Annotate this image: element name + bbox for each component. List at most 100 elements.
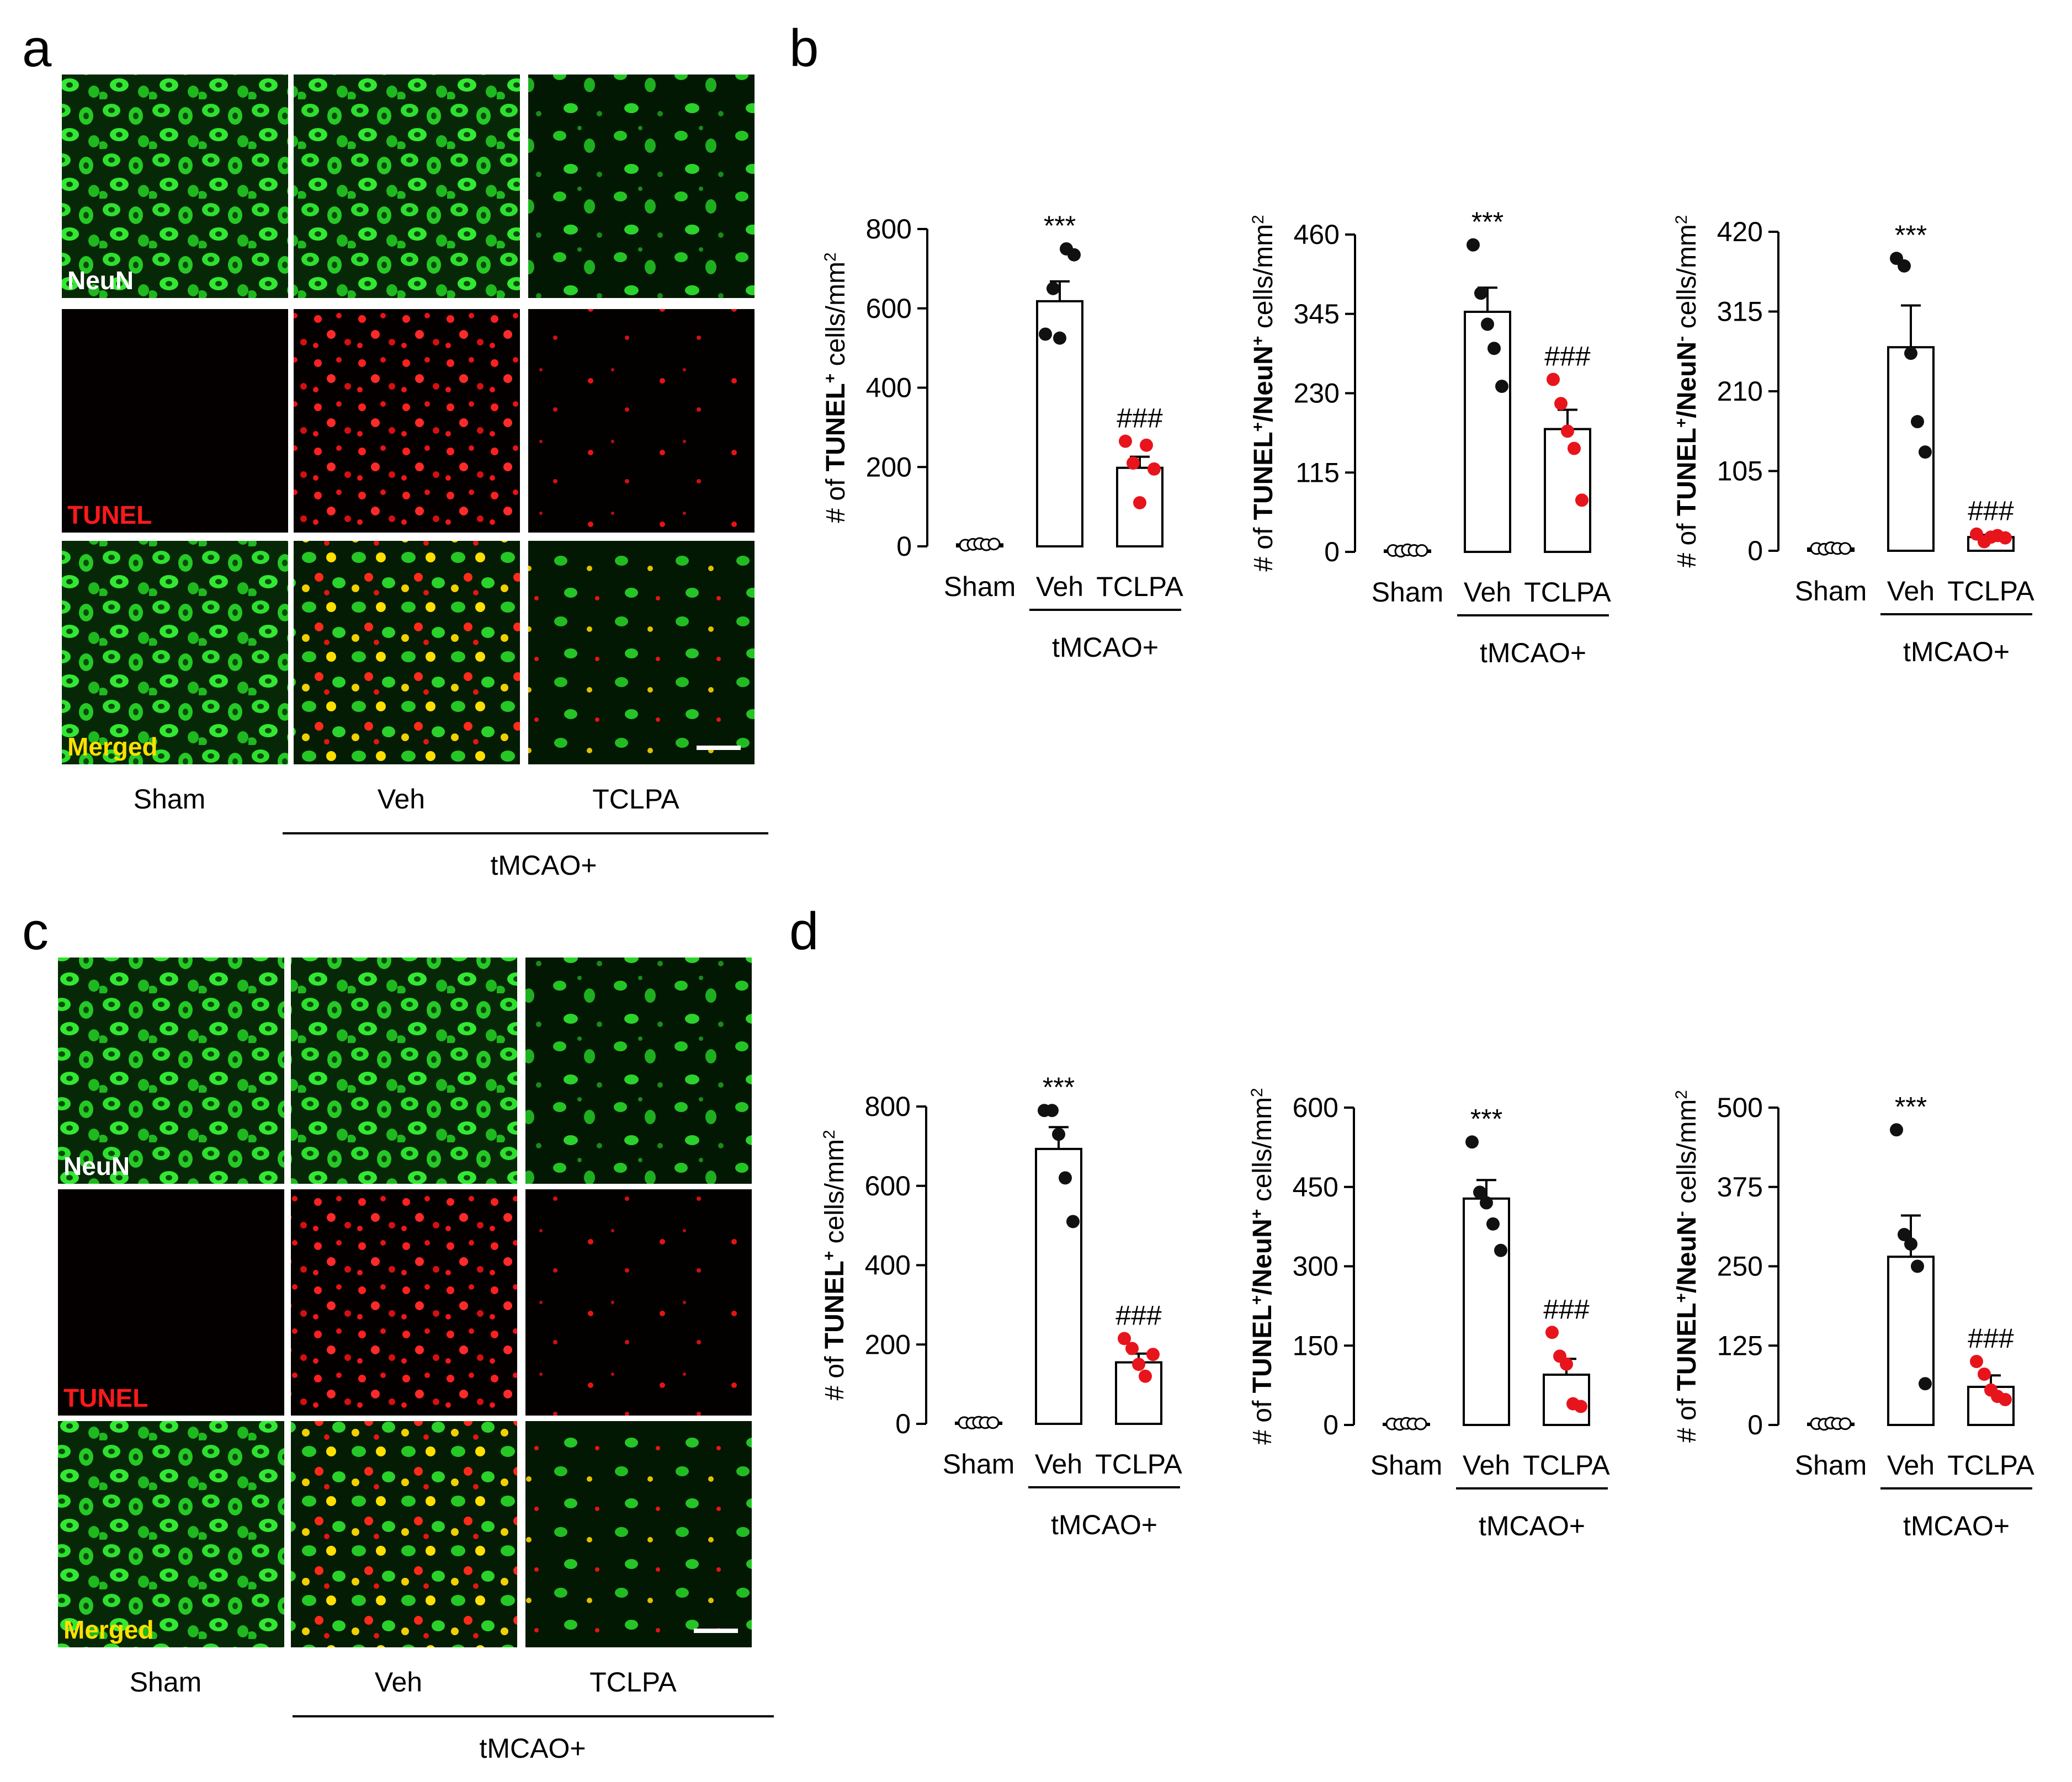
- x-tick-label-veh: Veh: [1035, 1449, 1082, 1480]
- significance-annotation: ***: [1044, 210, 1076, 241]
- y-tick-label: 600: [865, 1171, 911, 1201]
- y-tick-label: 400: [865, 1250, 911, 1281]
- micrograph-c-tunel-tclpa: [525, 1189, 752, 1416]
- y-tick-label: 460: [1294, 219, 1340, 250]
- data-point-veh: [1911, 1259, 1924, 1273]
- x-tick-label-tclpa: TCLPA: [1947, 576, 2034, 607]
- y-tick-label: 800: [866, 214, 912, 244]
- y-tick-label: 115: [1295, 457, 1340, 488]
- channel-label-neun: NeuN: [63, 1152, 130, 1180]
- bar-tclpa: [1544, 428, 1591, 553]
- group-label: tMCAO+: [479, 1733, 586, 1764]
- x-tick-label-veh: Veh: [1464, 577, 1511, 608]
- data-point-veh: [1474, 286, 1487, 300]
- panel-label-a: a: [22, 19, 52, 78]
- y-axis-title: # of TUNEL+ cells/mm2: [821, 252, 851, 523]
- group-label: tMCAO+: [1479, 1510, 1585, 1541]
- micrograph-a-merged-tclpa: [528, 541, 755, 764]
- panel-label-c: c: [22, 902, 49, 961]
- group-label: tMCAO+: [1052, 632, 1159, 663]
- y-tick-label: 0: [896, 531, 912, 562]
- data-point-veh: [1480, 1196, 1493, 1210]
- micrograph-c-neun-veh: [291, 958, 517, 1184]
- data-point-veh: [1053, 331, 1066, 345]
- bar-chart-b-tunel-neun-positive: 0 115 230 345 460 # of TUNEL+/NeuN+ cells/mm2…: [1249, 206, 1612, 668]
- bar-veh: [1463, 1197, 1510, 1426]
- bar-chart-b-tunel-total: 0 200 400 600 800 # of TUNEL+ cells/mm2 Sham **…: [821, 210, 1184, 663]
- micrograph-a-neun-veh: [294, 75, 520, 298]
- column-label-sham: Sham: [134, 784, 206, 815]
- group-label: tMCAO+: [490, 850, 597, 881]
- channel-label-tunel: TUNEL: [63, 1384, 148, 1412]
- y-axis-title: # of TUNEL+ cells/mm2: [820, 1130, 850, 1400]
- data-point-tclpa: [1978, 1368, 1991, 1381]
- x-tick-label-tclpa: TCLPA: [1523, 1450, 1610, 1481]
- x-tick-label-sham: Sham: [1370, 1450, 1443, 1481]
- data-point-sham: [986, 1416, 1000, 1429]
- y-tick-label: 0: [1323, 1409, 1338, 1440]
- data-point-veh: [1052, 1127, 1065, 1141]
- data-point-veh: [1067, 248, 1081, 262]
- significance-annotation: ###: [1115, 1300, 1162, 1331]
- bar-chart-d-tunel-neun-negative: 0 125 250 375 500 # of TUNEL+/NeuN- cells/mm2…: [1672, 1090, 2035, 1541]
- micrograph-a-tunel-veh: [294, 309, 520, 533]
- channel-label-tunel: TUNEL: [67, 501, 152, 529]
- x-tick-label-tclpa: TCLPA: [1524, 577, 1611, 608]
- significance-annotation: ###: [1968, 1323, 2014, 1354]
- micrograph-c-neun-sham: [58, 958, 284, 1184]
- data-point-veh: [1486, 1217, 1500, 1231]
- significance-annotation: ***: [1895, 220, 1927, 251]
- data-point-tclpa: [1125, 1342, 1139, 1355]
- y-tick-label: 450: [1293, 1172, 1338, 1203]
- significance-annotation: ###: [1117, 403, 1163, 434]
- channel-label-merged: Merged: [63, 1615, 154, 1644]
- y-tick-label: 0: [1747, 535, 1763, 566]
- y-tick-label: 315: [1717, 296, 1763, 327]
- y-tick-label: 250: [1717, 1251, 1763, 1282]
- x-tick-label-sham: Sham: [1795, 1450, 1867, 1481]
- data-point-sham: [1839, 542, 1852, 555]
- data-point-tclpa: [1999, 1393, 2012, 1406]
- data-point-veh: [1919, 1377, 1932, 1391]
- micrograph-a-tunel-sham: [62, 309, 288, 533]
- bar-chart-b-tunel-neun-negative: 0 105 210 315 420 # of TUNEL+/NeuN- cells/mm2…: [1672, 215, 2035, 667]
- data-point-veh: [1045, 1104, 1059, 1118]
- significance-annotation: ***: [1043, 1072, 1075, 1103]
- y-tick-label: 150: [1293, 1330, 1338, 1361]
- y-axis-title: # of TUNEL+/NeuN- cells/mm2: [1672, 215, 1702, 568]
- data-point-tclpa: [1568, 441, 1581, 455]
- micrograph-c-neun-tclpa: [525, 958, 752, 1184]
- data-point-tclpa: [1560, 1357, 1573, 1371]
- data-point-veh: [1481, 317, 1494, 331]
- data-point-veh: [1495, 380, 1508, 393]
- y-tick-label: 800: [865, 1091, 911, 1122]
- data-point-veh: [1898, 259, 1911, 273]
- data-point-veh: [1046, 281, 1060, 295]
- y-tick-label: 400: [866, 373, 912, 403]
- data-point-tclpa: [1140, 438, 1153, 452]
- micrograph-panel-a: NeuN TUNEL Merged Sham Veh TCLPA tMCAO+: [62, 75, 768, 881]
- y-tick-label: 0: [1747, 1409, 1763, 1440]
- data-point-tclpa: [1119, 434, 1132, 448]
- significance-annotation: ***: [1471, 206, 1503, 237]
- bar-tclpa: [1115, 1361, 1162, 1425]
- data-point-sham: [1839, 1417, 1852, 1430]
- y-tick-label: 0: [1324, 536, 1340, 567]
- y-axis-title: # of TUNEL+/NeuN- cells/mm2: [1672, 1090, 1702, 1443]
- column-label-tclpa: TCLPA: [589, 1667, 677, 1698]
- bar-tclpa: [1543, 1373, 1590, 1426]
- data-point-tclpa: [1554, 397, 1568, 411]
- panel-label-d: d: [789, 902, 819, 961]
- data-point-veh: [1039, 327, 1052, 341]
- group-label: tMCAO+: [1480, 637, 1586, 668]
- y-tick-label: 375: [1717, 1172, 1763, 1203]
- micrograph-a-neun-tclpa: [528, 75, 755, 298]
- y-tick-label: 200: [866, 451, 912, 482]
- column-label-veh: Veh: [375, 1667, 422, 1698]
- data-point-veh: [1919, 445, 1932, 459]
- micrograph-panel-c: NeuN TUNEL Merged Sham Veh TCLPA tMCAO+: [58, 958, 774, 1764]
- x-tick-label-sham: Sham: [1795, 576, 1867, 607]
- column-label-veh: Veh: [378, 784, 425, 815]
- data-point-veh: [1494, 1243, 1507, 1257]
